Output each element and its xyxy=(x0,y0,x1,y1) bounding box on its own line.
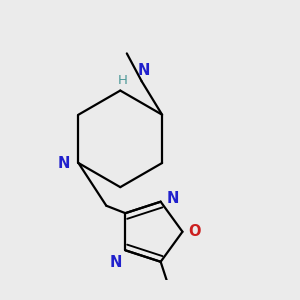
Text: H: H xyxy=(118,74,128,87)
Text: N: N xyxy=(109,255,122,270)
Text: O: O xyxy=(188,224,201,239)
Text: N: N xyxy=(58,155,70,170)
Text: N: N xyxy=(137,63,150,78)
Text: N: N xyxy=(166,191,178,206)
